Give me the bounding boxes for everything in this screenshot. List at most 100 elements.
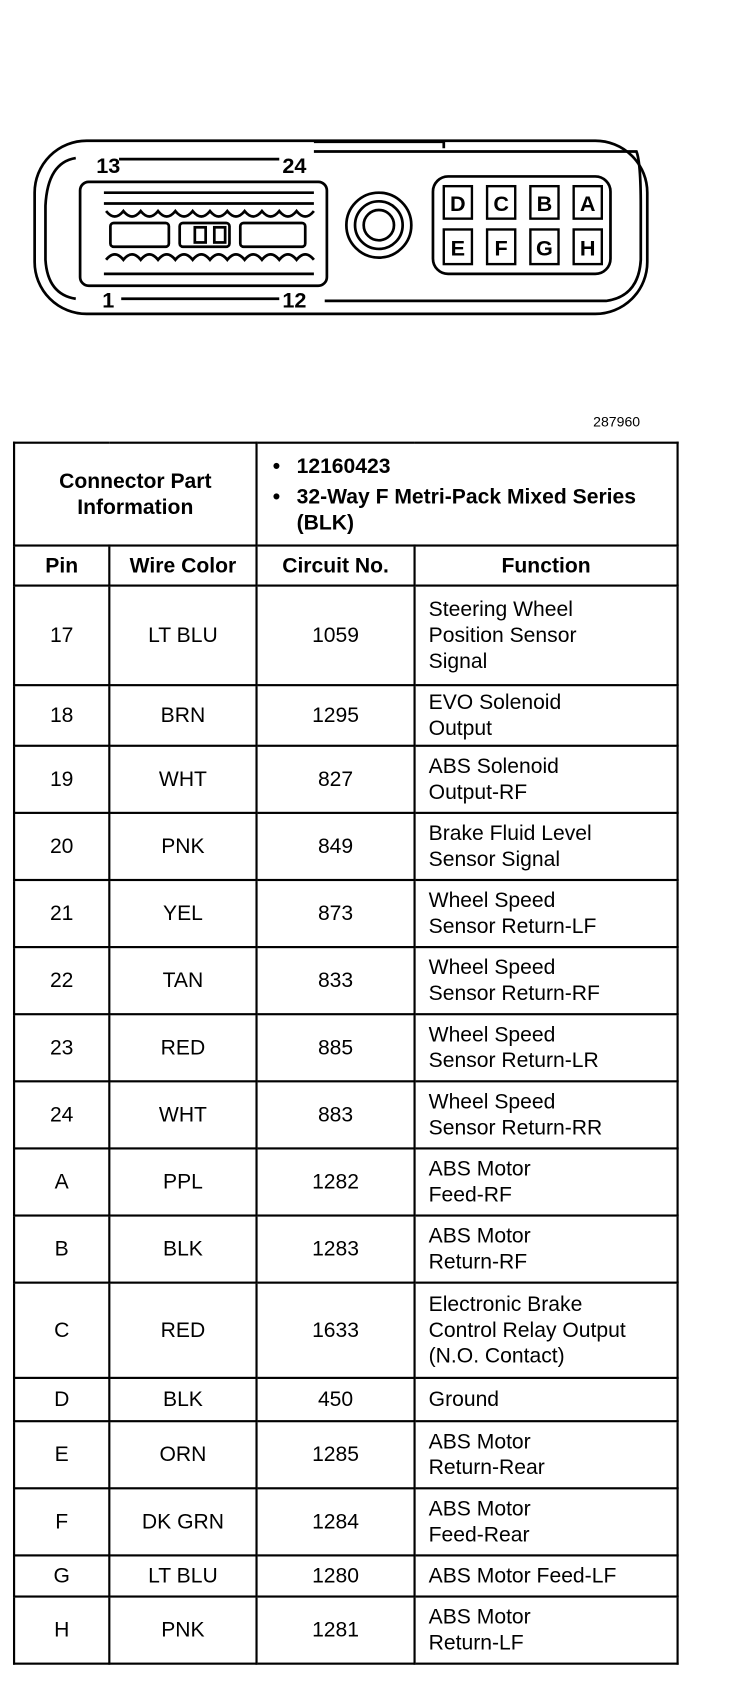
pin-label-g: G [536,235,553,260]
table-row: 21 YEL 873 Wheel Speed Sensor Return-LF [12,878,679,949]
wire-color-cell: LT BLU [108,584,258,687]
connector-info-values: 12160423 32-Way F Metri-Pack Mixed Serie… [255,441,679,547]
pin-label-d: D [450,191,466,216]
wire-color-cell: WHT [108,1080,258,1150]
cavity-label-1: 1 [102,287,114,312]
pin-label-b: B [537,191,553,216]
circuit-number-cell: 1633 [255,1281,416,1379]
pin-cell: G [12,1554,111,1598]
circuit-number-cell: 1282 [255,1147,416,1217]
function-cell: ABS Solenoid Output-RF [413,744,679,814]
circuit-number-cell: 1283 [255,1214,416,1284]
function-cell: Ground [413,1376,679,1423]
wire-color-cell: PNK [108,811,258,882]
function-cell: ABS Motor Return-Rear [413,1420,679,1490]
table-row: 17 LT BLU 1059 Steering Wheel Position Sens… [12,584,679,687]
wire-color-cell: ORN [108,1420,258,1490]
circuit-number-cell: 1281 [255,1595,416,1665]
wire-color-cell: RED [108,1013,258,1083]
table-row: 20 PNK 849 Brake Fluid Level Sensor Signal [12,811,679,882]
figure-id: 287960 [593,413,641,430]
function-cell: Wheel Speed Sensor Return-LF [413,878,679,949]
table-row: A PPL 1282 ABS Motor Feed-RF [12,1147,679,1217]
pin-cell: 24 [12,1080,111,1150]
cavity-label-24: 24 [282,153,306,178]
table-row: H PNK 1281 ABS Motor Return-LF [12,1595,679,1665]
circuit-number-cell: 1059 [255,584,416,687]
connector-inner-shell-right [313,150,643,303]
pin-cell: H [12,1595,111,1665]
circuit-number-cell: 450 [255,1376,416,1423]
table-row: 18 BRN 1295 EVO Solenoid Output [12,684,679,747]
pin-cell: F [12,1487,111,1557]
pin-cell: C [12,1281,111,1379]
function-cell: ABS Motor Feed-Rear [413,1487,679,1557]
table-row: D BLK 450 Ground [12,1376,679,1423]
terminal-cavities-top-row [105,208,315,218]
wire-color-cell: TAN [108,946,258,1016]
circuit-number-cell: 883 [255,1080,416,1150]
circuit-number-cell: 1285 [255,1420,416,1490]
terminal-block-24way [78,180,329,288]
pin-cell: 18 [12,684,111,747]
wire-color-cell: LT BLU [108,1554,258,1598]
table-row: B BLK 1283 ABS Motor Return-RF [12,1214,679,1284]
column-header-wire-color: Wire Color [108,544,258,587]
pin-cell: D [12,1376,111,1423]
table-row: 22 TAN 833 Wheel Speed Sensor Return-RF [12,946,679,1016]
function-cell: ABS Motor Return-LF [413,1595,679,1665]
connector-end-view-diagram: 13 24 1 12 D C B A E F G H [33,139,649,316]
table-row: 19 WHT 827 ABS Solenoid Output-RF [12,744,679,814]
column-header-row: Pin Wire Color Circuit No. Function [12,544,679,587]
pin-cell: B [12,1214,111,1284]
pin-cell: A [12,1147,111,1217]
cavity-label-12: 12 [282,287,306,312]
circuit-number-cell: 833 [255,946,416,1016]
wire-color-cell: DK GRN [108,1487,258,1557]
table-row: 23 RED 885 Wheel Speed Sensor Return-LR [12,1013,679,1083]
wire-color-cell: PPL [108,1147,258,1217]
pin-cell: 21 [12,878,111,949]
circuit-number-cell: 849 [255,811,416,882]
connector-info-row: Connector Part Information 12160423 32-W… [12,441,679,547]
circuit-number-cell: 827 [255,744,416,814]
pin-label-h: H [580,235,596,260]
pin-cell: 20 [12,811,111,882]
wire-color-cell: PNK [108,1595,258,1665]
connector-info-label: Connector Part Information [12,441,258,547]
function-cell: Wheel Speed Sensor Return-RR [413,1080,679,1150]
connector-inner-shell-left [44,156,77,301]
wire-color-cell: RED [108,1281,258,1379]
circuit-number-cell: 1295 [255,684,416,747]
wire-color-cell: BLK [108,1214,258,1284]
table-row: E ORN 1285 ABS Motor Return-Rear [12,1420,679,1490]
table-row: C RED 1633 Electronic Brake Control Relay O… [12,1281,679,1379]
circuit-number-cell: 1284 [255,1487,416,1557]
column-header-circuit-no: Circuit No. [255,544,416,587]
terminal-block-8way [431,175,612,276]
wire-color-cell: WHT [108,744,258,814]
circuit-number-cell: 1280 [255,1554,416,1598]
pin-cell: 23 [12,1013,111,1083]
connector-latch [313,140,446,149]
function-cell: Wheel Speed Sensor Return-LR [413,1013,679,1083]
column-header-function: Function [413,544,679,587]
wire-color-cell: BRN [108,684,258,747]
center-bolt-icon [345,191,413,259]
table-row: F DK GRN 1284 ABS Motor Feed-Rear [12,1487,679,1557]
pin-cell: 17 [12,584,111,687]
function-cell: ABS Motor Feed-RF [413,1147,679,1217]
pin-cell: 22 [12,946,111,1016]
function-cell: Steering Wheel Position Sensor Signal [413,584,679,687]
function-cell: EVO Solenoid Output [413,684,679,747]
pin-label-c: C [493,191,509,216]
wire-color-cell: YEL [108,878,258,949]
connector-pinout-table: Connector Part Information 12160423 32-W… [12,441,679,1665]
table-row: 24 WHT 883 Wheel Speed Sensor Return-RR [12,1080,679,1150]
column-header-pin: Pin [12,544,111,587]
pin-cell: 19 [12,744,111,814]
function-cell: ABS Motor Return-RF [413,1214,679,1284]
circuit-number-cell: 885 [255,1013,416,1083]
function-cell: Electronic Brake Control Relay Output (N… [413,1281,679,1379]
